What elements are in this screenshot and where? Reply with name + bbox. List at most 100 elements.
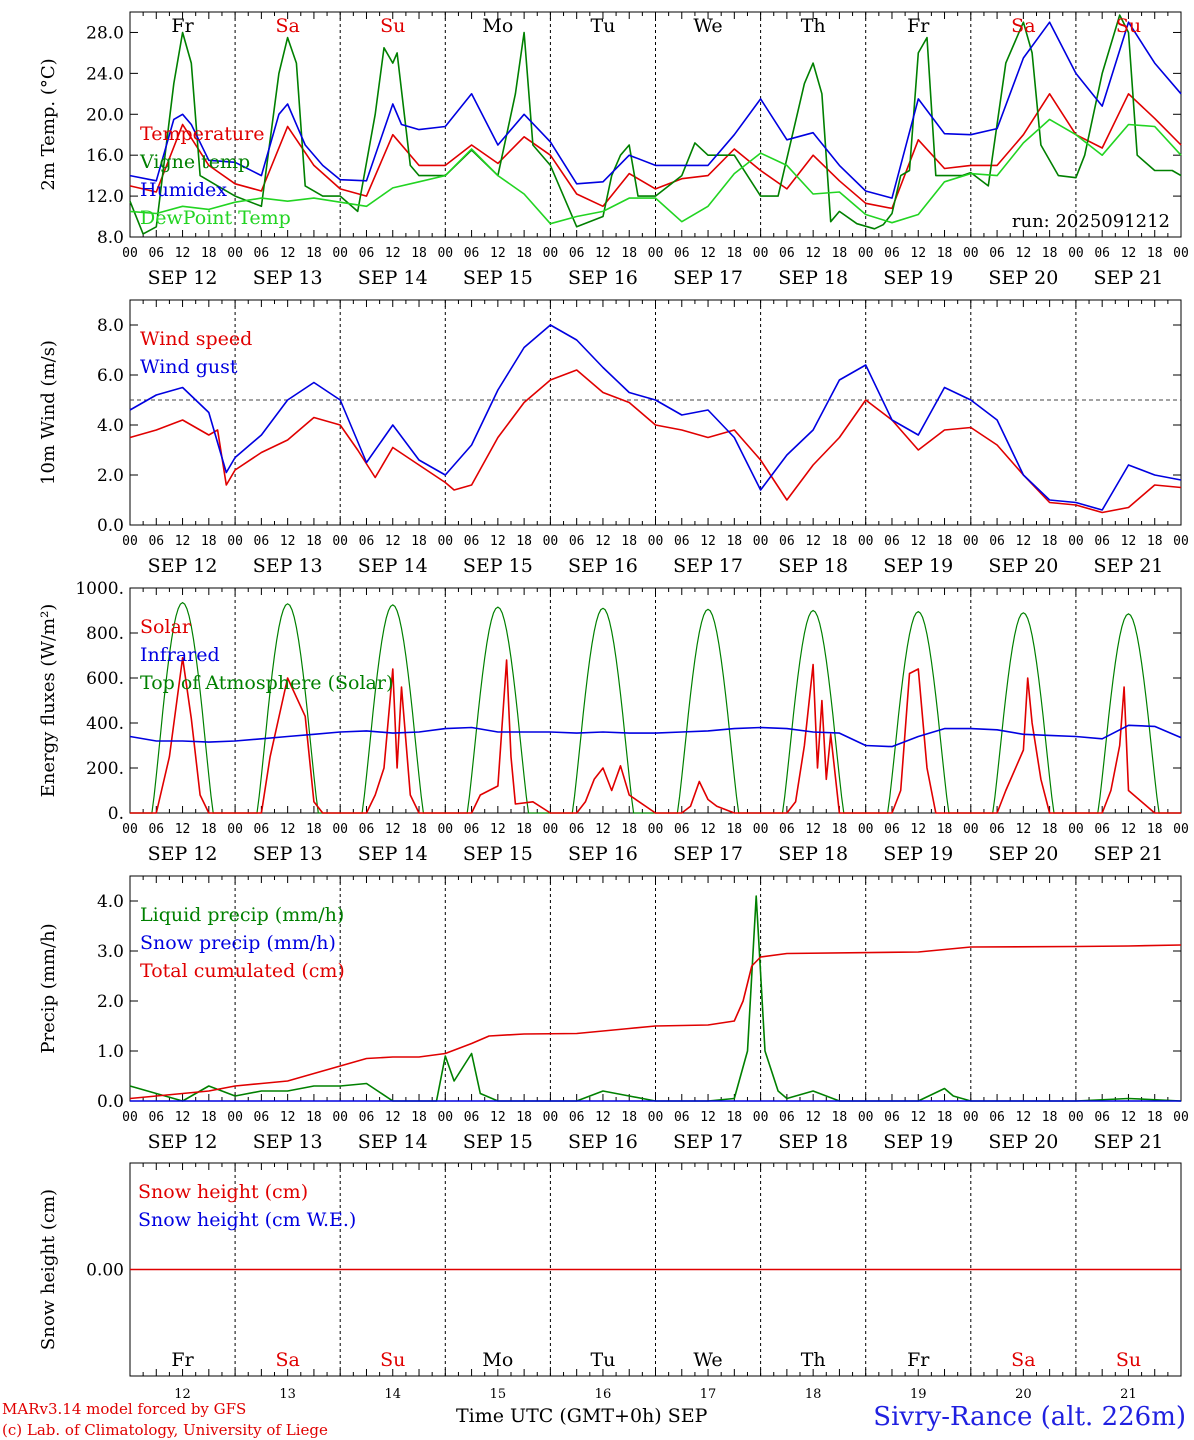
date-label: SEP 17 <box>673 267 743 289</box>
legend-entry: Snow height (cm) <box>138 1181 308 1203</box>
hour-tick-label: 12 <box>1016 246 1032 261</box>
date-label: SEP 19 <box>883 267 953 289</box>
hour-tick-label: 06 <box>989 534 1005 549</box>
hour-tick-label: 00 <box>858 1110 874 1125</box>
y-tick-label: 8.0 <box>97 228 124 248</box>
day-name-label: Mo <box>482 1349 513 1371</box>
hour-tick-label: 12 <box>1016 822 1032 837</box>
hour-tick-label: 00 <box>227 822 243 837</box>
date-label: SEP 21 <box>1094 267 1164 289</box>
y-tick-label: 1.0 <box>97 1042 124 1062</box>
hour-tick-label: 06 <box>464 822 480 837</box>
hour-tick-label: 06 <box>1094 246 1110 261</box>
hour-tick-label: 12 <box>700 246 716 261</box>
date-label: SEP 14 <box>358 843 428 865</box>
y-tick-label: 800. <box>86 624 124 644</box>
hour-tick-label: 18 <box>1147 822 1163 837</box>
hour-tick-label: 06 <box>148 246 164 261</box>
legend-entry: Wind speed <box>140 328 252 350</box>
legend-entry: Temperature <box>140 123 264 145</box>
hour-tick-label: 00 <box>648 246 664 261</box>
hour-tick-label: 12 <box>805 246 821 261</box>
hour-tick-label: 06 <box>359 822 375 837</box>
hour-tick-label: 00 <box>437 1110 453 1125</box>
hour-tick-label: 12 <box>595 246 611 261</box>
hour-tick-label: 06 <box>884 534 900 549</box>
panel-4: 0.0 1.0 2.0 3.0 4.0 Precip (mm/h) 00 06 12 18 00 06… <box>38 875 1189 1153</box>
day-name-label: Sa <box>275 1349 299 1371</box>
y-tick-label: 0. <box>108 804 124 824</box>
date-label: SEP 19 <box>883 1131 953 1153</box>
hour-tick-label: 12 <box>385 534 401 549</box>
date-label: SEP 13 <box>253 1131 323 1153</box>
y-tick-label: 6.0 <box>97 366 124 386</box>
hour-tick-label: 06 <box>569 534 585 549</box>
hour-tick-label: 18 <box>306 534 322 549</box>
hour-tick-label: 06 <box>254 246 270 261</box>
y-tick-label: 0.00 <box>86 1261 124 1281</box>
hour-tick-label: 18 <box>201 534 217 549</box>
hour-tick-label: 18 <box>937 1110 953 1125</box>
series-line-infrared <box>129 724 1182 748</box>
legend-entry: DewPoint Temp <box>140 207 291 229</box>
hour-tick-label: 18 <box>201 1110 217 1125</box>
legend-entry: Liquid precip (mm/h) <box>140 904 344 926</box>
hour-tick-label: 12 <box>1121 822 1137 837</box>
hour-tick-label: 12 <box>280 822 296 837</box>
hour-tick-label: 00 <box>332 534 348 549</box>
legend-entry: Snow precip (mm/h) <box>140 932 336 954</box>
hour-tick-label: 06 <box>464 246 480 261</box>
hour-tick-label: 18 <box>201 246 217 261</box>
hour-tick-label: 00 <box>122 246 138 261</box>
hour-tick-label: 00 <box>963 822 979 837</box>
day-name-label: Fr <box>171 1349 194 1371</box>
hour-tick-label: 18 <box>1042 1110 1058 1125</box>
date-label: SEP 21 <box>1094 1131 1164 1153</box>
hour-tick-label: 00 <box>753 534 769 549</box>
hour-tick-label: 12 <box>280 246 296 261</box>
legend-entry: Total cumulated (cm) <box>140 960 345 982</box>
y-tick-label: 2.0 <box>97 992 124 1012</box>
hour-tick-label: 00 <box>227 246 243 261</box>
hour-tick-label: 18 <box>832 246 848 261</box>
hour-tick-label: 06 <box>674 822 690 837</box>
panel-1: 8.0 12.0 16.0 20.0 24.0 28.0 2m Temp. (°C) 00 06… <box>38 11 1189 289</box>
hour-tick-label: 06 <box>779 822 795 837</box>
model-credit: MARv3.14 model forced by GFS <box>2 1400 247 1418</box>
hour-tick-label: 18 <box>726 1110 742 1125</box>
hour-tick-label: 00 <box>227 1110 243 1125</box>
day-name-label: Th <box>801 15 826 37</box>
legend-entry: Top of Atmosphere (Solar) <box>140 672 393 694</box>
date-label: SEP 20 <box>988 1131 1058 1153</box>
hour-tick-label: 06 <box>1094 1110 1110 1125</box>
hour-tick-label: 00 <box>1173 1110 1189 1125</box>
hour-tick-label: 12 <box>700 822 716 837</box>
hour-tick-label: 06 <box>148 1110 164 1125</box>
hour-tick-label: 18 <box>411 822 427 837</box>
hour-tick-label: 18 <box>516 1110 532 1125</box>
y-axis-label: 10m Wind (m/s) <box>38 340 59 485</box>
hour-tick-label: 12 <box>1121 1110 1137 1125</box>
hour-tick-label: 12 <box>910 246 926 261</box>
hour-tick-label: 06 <box>254 1110 270 1125</box>
hour-tick-label: 00 <box>858 246 874 261</box>
day-name-label: Su <box>1116 1349 1141 1371</box>
hour-tick-label: 12 <box>595 1110 611 1125</box>
time-axis-text: Time UTC (GMT+0h) <box>456 1405 662 1427</box>
hour-tick-label: 00 <box>1068 1110 1084 1125</box>
hour-tick-label: 00 <box>227 534 243 549</box>
date-label: SEP 17 <box>673 555 743 577</box>
hour-tick-label: 00 <box>753 822 769 837</box>
day-name-label: Mo <box>482 15 513 37</box>
panel-frame <box>129 299 1182 526</box>
hour-tick-label: 06 <box>254 534 270 549</box>
y-axis-label: Precip (mm/h) <box>38 923 59 1053</box>
date-label: SEP 15 <box>463 555 533 577</box>
hour-tick-label: 12 <box>490 246 506 261</box>
hour-tick-label: 18 <box>201 822 217 837</box>
hour-tick-label: 18 <box>1147 246 1163 261</box>
hour-tick-label: 00 <box>1173 534 1189 549</box>
day-number-label: 19 <box>910 1387 927 1402</box>
y-tick-label: 2.0 <box>97 466 124 486</box>
